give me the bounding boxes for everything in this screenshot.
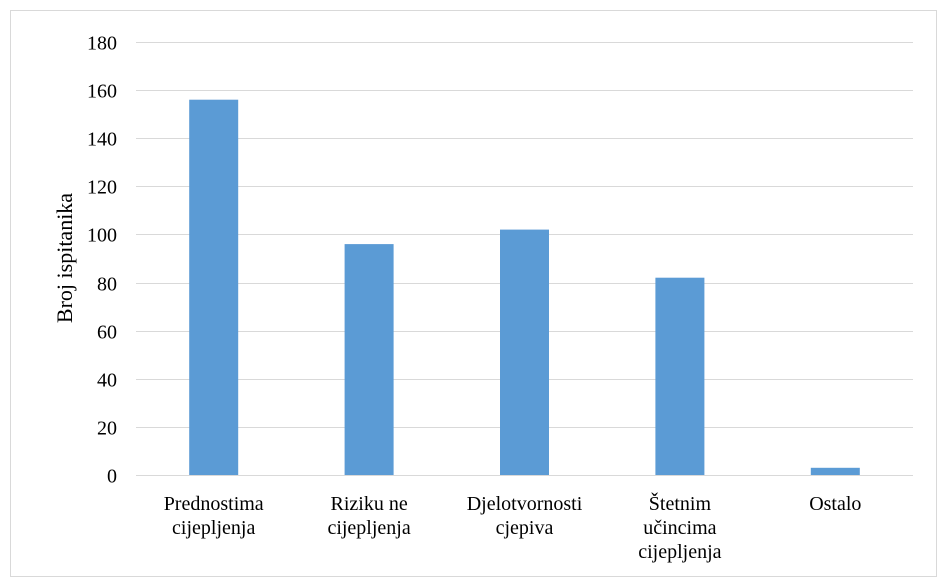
- y-tick-label: 180: [87, 33, 117, 55]
- x-category-label-line: cijepljenja: [327, 517, 410, 539]
- x-category-label: Štetnim učincima cijepljenja: [638, 491, 721, 563]
- x-category-label-line: Riziku ne: [330, 493, 407, 515]
- x-category-label-line: Štetnim: [649, 491, 712, 515]
- x-category-label: Djelotvornosti cjepiva: [467, 493, 583, 539]
- x-category-label-line: cijepljenja: [638, 541, 721, 563]
- y-tick-label: 20: [97, 418, 117, 440]
- y-axis-ticks: 0 20 40 60 80 100 120 140 160 180: [87, 33, 117, 488]
- x-category-label-line: cjepiva: [496, 517, 554, 539]
- bar-4: [810, 467, 860, 475]
- x-category-label-line: cijepljenja: [172, 517, 255, 539]
- y-tick-label: 120: [87, 177, 117, 199]
- x-category-label-line: Prednostima: [164, 493, 264, 515]
- y-tick-label: 160: [87, 81, 117, 103]
- bar-2: [500, 229, 549, 475]
- bar-3: [655, 277, 705, 475]
- y-tick-label: 60: [97, 322, 117, 344]
- y-tick-label: 100: [87, 225, 117, 247]
- x-category-label: Ostalo: [809, 493, 861, 515]
- bar-1: [344, 244, 394, 475]
- y-tick-label: 80: [97, 274, 117, 296]
- y-axis-title: Broj ispitanika: [52, 193, 77, 323]
- x-category-label-line: Djelotvornosti: [467, 493, 583, 515]
- chart-border: [10, 10, 937, 577]
- x-category-label-line: Ostalo: [809, 493, 861, 515]
- x-category-label: Prednostima cijepljenja: [164, 493, 264, 539]
- y-tick-label: 0: [107, 466, 117, 488]
- bars: [189, 99, 860, 475]
- y-tick-label: 140: [87, 129, 117, 151]
- y-tick-label: 40: [97, 370, 117, 392]
- x-category-label-line: učincima: [643, 517, 716, 539]
- bar-0: [189, 99, 239, 475]
- x-category-label: Riziku ne cijepljenja: [327, 493, 410, 539]
